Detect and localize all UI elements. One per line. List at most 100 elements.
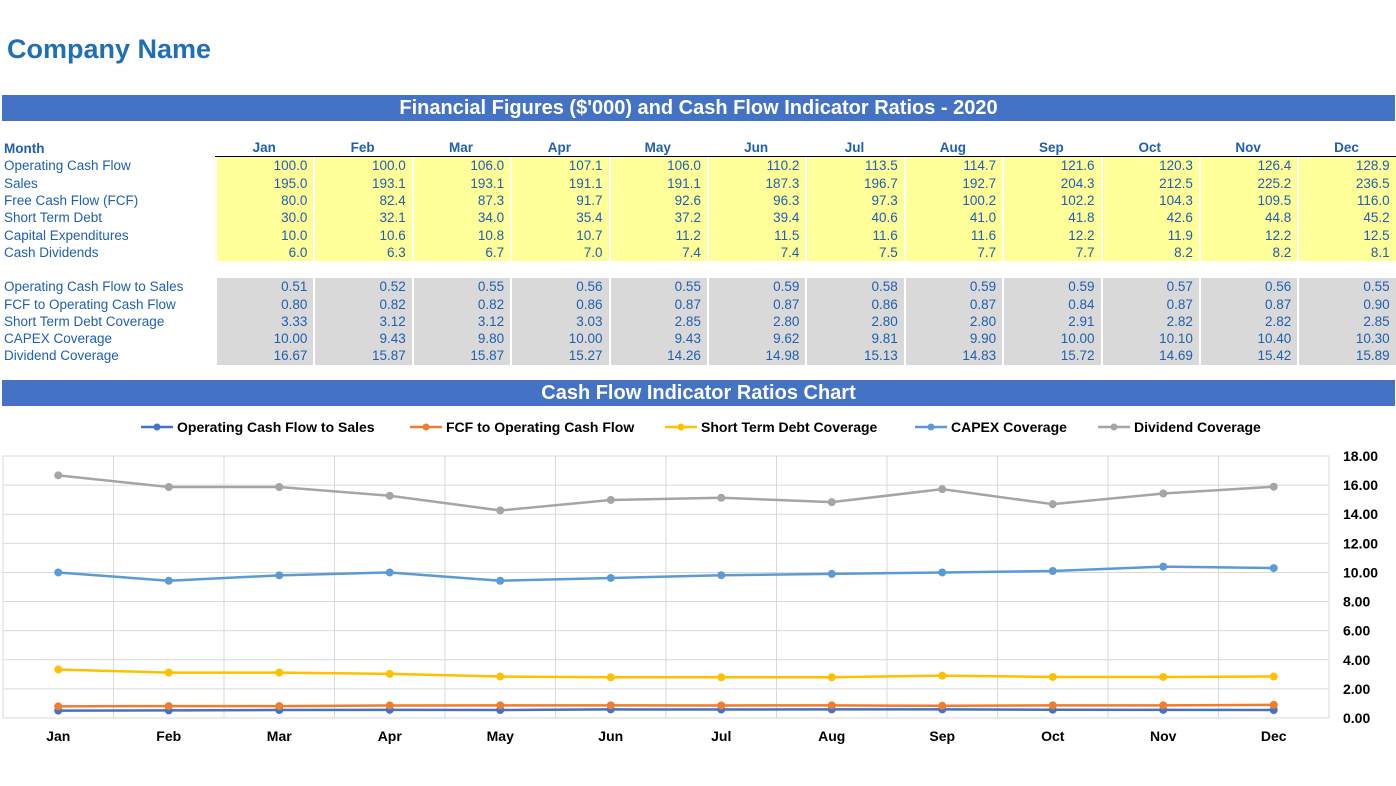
table-cell: 0.82 (313, 295, 412, 313)
legend-label: FCF to Operating Cash Flow (446, 419, 634, 435)
table-cell: 16.67 (215, 347, 314, 365)
x-tick-label: Oct (1041, 728, 1065, 744)
table-cell: 9.80 (411, 329, 511, 348)
table-cell: 100.0 (215, 157, 314, 175)
row-label: FCF to Operating Cash Flow (4, 296, 176, 312)
table-cell: 0.59 (903, 278, 1003, 296)
data-point (385, 669, 394, 678)
x-tick-label: Dec (1261, 728, 1287, 744)
table-cell: 109.5 (1198, 191, 1298, 210)
data-point (385, 491, 394, 500)
table-cell: 10.00 (1002, 329, 1101, 348)
month-header: Jun (706, 139, 806, 158)
table-cell: 10.40 (1198, 329, 1298, 348)
table-cell: 7.0 (510, 243, 609, 262)
table-cell: 106.0 (411, 157, 511, 175)
table-cell: 0.58 (805, 278, 904, 296)
table-cell: 0.56 (510, 278, 609, 296)
data-point (1159, 562, 1168, 571)
month-header: Mar (411, 139, 511, 158)
data-point (938, 701, 947, 710)
table-cell: 225.2 (1198, 174, 1298, 192)
row-label: Cash Dividends (4, 244, 99, 260)
table-title: Financial Figures ($'000) and Cash Flow … (2, 95, 1395, 121)
data-point (1159, 672, 1168, 681)
ratio-row: CAPEX Coverage 10.00 9.43 9.80 10.00 9.43 9.62… (2, 329, 1396, 348)
table-cell: 193.1 (411, 174, 511, 192)
table-cell: 15.87 (313, 347, 412, 365)
table-cell: 106.0 (608, 157, 707, 175)
chart-title: Cash Flow Indicator Ratios Chart (2, 380, 1395, 406)
table-cell: 15.87 (411, 347, 511, 365)
table-cell: 92.6 (608, 191, 707, 210)
legend-label: CAPEX Coverage (951, 419, 1067, 435)
month-header: Dec (1297, 139, 1396, 158)
x-tick-label: Aug (818, 728, 845, 744)
table-cell: 193.1 (313, 174, 412, 192)
data-point (717, 701, 726, 710)
data-point (54, 568, 63, 577)
table-cell: 236.5 (1297, 174, 1396, 192)
figure-row: Free Cash Flow (FCF) 80.0 82.4 87.3 91.7 92.6… (2, 191, 1396, 210)
month-header: Feb (313, 139, 412, 158)
table-cell: 0.51 (215, 278, 314, 296)
table-cell: 9.62 (706, 329, 806, 348)
data-point (275, 668, 284, 677)
table-cell: 0.57 (1100, 278, 1199, 296)
table-cell: 7.5 (805, 243, 904, 262)
table-cell: 121.6 (1002, 157, 1101, 175)
table-cell: 7.4 (706, 243, 806, 262)
table-cell: 32.1 (313, 209, 412, 227)
table-cell: 107.1 (510, 157, 609, 175)
table-cell: 14.26 (608, 347, 707, 365)
y-tick-label: 12.00 (1343, 535, 1378, 551)
table-cell: 126.4 (1198, 157, 1298, 175)
ratio-row: FCF to Operating Cash Flow 0.80 0.82 0.82 0.… (2, 295, 1396, 313)
series-line (58, 565, 1274, 582)
table-cell: 0.59 (706, 278, 806, 296)
table-cell: 7.7 (1002, 243, 1101, 262)
row-label: Operating Cash Flow to Sales (4, 279, 184, 295)
table-cell: 0.82 (411, 295, 511, 313)
y-tick-label: 2.00 (1343, 681, 1370, 697)
table-cell: 8.2 (1198, 243, 1298, 262)
table-cell: 0.87 (1198, 295, 1298, 313)
table-cell: 0.90 (1297, 295, 1396, 313)
table-cell: 212.5 (1100, 174, 1199, 192)
data-point (1269, 482, 1278, 491)
data-point (606, 673, 615, 682)
table-cell: 9.90 (903, 329, 1003, 348)
data-point (827, 701, 836, 710)
table-cell: 2.82 (1198, 312, 1298, 330)
data-point (275, 571, 284, 580)
data-point (717, 571, 726, 580)
table-cell: 0.87 (608, 295, 707, 313)
data-point (385, 568, 394, 577)
data-point (1048, 500, 1057, 509)
table-cell: 0.55 (411, 278, 511, 296)
table-cell: 10.8 (411, 226, 511, 244)
x-tick-label: Jun (598, 728, 623, 744)
row-label: Short Term Debt (4, 210, 103, 226)
table-cell: 40.6 (805, 209, 904, 227)
row-label: CAPEX Coverage (4, 331, 113, 347)
table-cell: 191.1 (608, 174, 707, 192)
table-cell: 15.13 (805, 347, 904, 365)
data-point (1048, 566, 1057, 575)
table-cell: 3.12 (313, 312, 412, 330)
y-tick-label: 10.00 (1343, 564, 1378, 580)
table-cell: 11.9 (1100, 226, 1199, 244)
data-point (1269, 672, 1278, 681)
x-tick-label: Apr (378, 728, 403, 744)
y-tick-label: 6.00 (1343, 623, 1370, 639)
table-cell: 204.3 (1002, 174, 1101, 192)
table-cell: 0.87 (903, 295, 1003, 313)
table-cell: 2.80 (903, 312, 1003, 330)
table-cell: 192.7 (903, 174, 1003, 192)
row-label: Free Cash Flow (FCF) (4, 193, 139, 209)
data-point (164, 668, 173, 677)
month-header: Nov (1198, 139, 1298, 158)
series-line (58, 668, 1274, 679)
table-cell: 0.52 (313, 278, 412, 296)
table-cell: 116.0 (1297, 191, 1396, 210)
